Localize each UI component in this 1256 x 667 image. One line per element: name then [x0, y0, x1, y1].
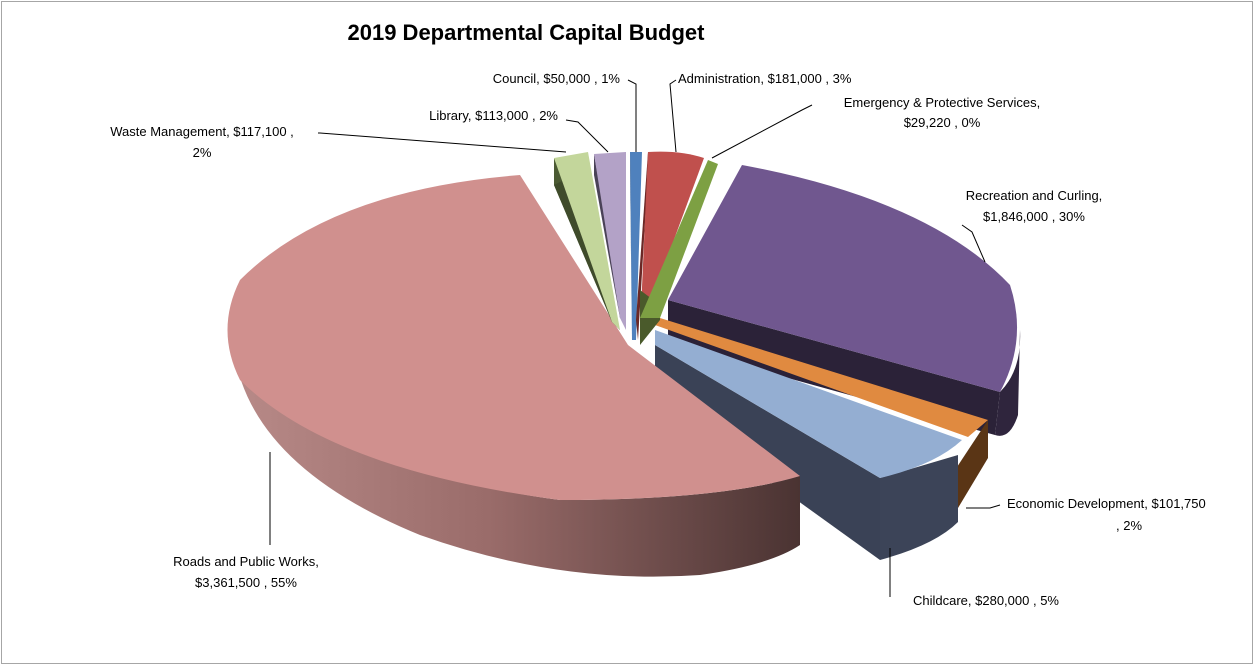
label-waste-line2: 2% — [193, 145, 212, 160]
leader-waste — [318, 132, 567, 153]
label-recreation-line2: $1,846,000 , 30% — [983, 209, 1085, 224]
label-econdev-line1: Economic Development, $101,750 — [1007, 496, 1206, 511]
slice-emergency-top — [640, 160, 718, 318]
label-administration: Administration, $181,000 , 3% — [678, 71, 852, 86]
leader-recreation — [961, 224, 986, 263]
label-emergency-line1: Emergency & Protective Services, — [844, 95, 1041, 110]
leader-library — [565, 119, 609, 153]
leader-econdev — [966, 504, 1001, 509]
label-roads-line2: $3,361,500 , 55% — [195, 575, 297, 590]
label-econdev-line2: , 2% — [1116, 518, 1142, 533]
chart-title: 2019 Departmental Capital Budget — [348, 20, 706, 45]
slice-economic-development — [655, 318, 988, 513]
slice-administration-side — [636, 152, 648, 340]
slice-council — [630, 152, 642, 340]
slice-roads-and-public-works — [227, 175, 800, 577]
label-waste-line1: Waste Management, $117,100 , — [110, 124, 294, 139]
leader-council — [627, 79, 637, 152]
slice-library — [594, 152, 626, 330]
label-library: Library, $113,000 , 2% — [429, 108, 558, 123]
slice-roads-top — [227, 175, 800, 500]
slice-roads-side — [232, 330, 800, 577]
slice-council-side — [630, 152, 632, 340]
slice-council-top — [630, 152, 642, 340]
label-recreation-line1: Recreation and Curling, — [966, 188, 1103, 203]
label-childcare: Childcare, $280,000 , 5% — [913, 593, 1059, 608]
slice-econdev-top — [655, 318, 988, 437]
slice-waste-top — [554, 152, 620, 330]
slice-childcare-top — [655, 330, 962, 478]
slice-library-top — [594, 152, 626, 330]
slice-emergency-protective-services — [640, 160, 718, 345]
label-emergency-line2: $29,220 , 0% — [904, 115, 981, 130]
leader-emergency — [711, 104, 813, 159]
label-roads-line1: Roads and Public Works, — [173, 554, 319, 569]
slice-waste-management — [554, 152, 620, 330]
slice-recreation-side-outer — [995, 330, 1021, 436]
slice-childcare-side-outer — [880, 455, 958, 560]
slice-recreation-top — [668, 165, 1018, 392]
slice-econdev-side — [955, 420, 988, 513]
leader-administration — [669, 79, 677, 153]
label-council: Council, $50,000 , 1% — [493, 71, 621, 86]
